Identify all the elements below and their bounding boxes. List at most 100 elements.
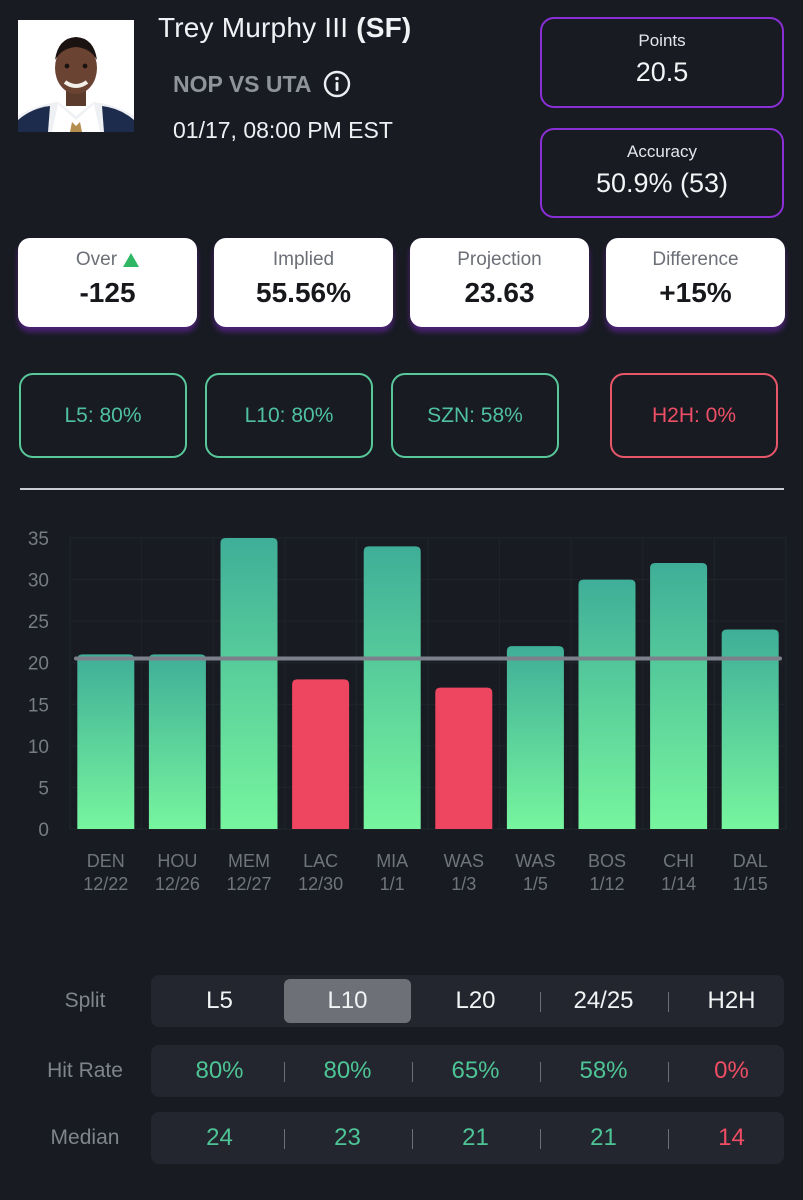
bar-was-6[interactable]: [506, 646, 564, 829]
median-row-label: Median: [50, 1126, 120, 1149]
bar-lac-3[interactable]: [292, 679, 350, 829]
cell-separator: [412, 1062, 413, 1082]
cell-separator: [284, 1062, 285, 1082]
split-row: Split L5 L10 L20 24/25 H2H: [0, 975, 803, 1027]
x-tick-opponent: HOU: [157, 851, 197, 871]
y-tick-label: 5: [38, 778, 49, 799]
y-tick-label: 0: [38, 820, 49, 841]
bar-mia-4[interactable]: [363, 546, 421, 829]
x-tick-date: 1/12: [589, 874, 624, 894]
x-tick-date: 1/1: [380, 874, 405, 894]
hit-rate-row-label: Hit Rate: [47, 1059, 123, 1082]
split-tab-season[interactable]: 24/25: [573, 987, 634, 1014]
projection-value: 23.63: [464, 277, 535, 308]
median-l5: 24: [206, 1124, 233, 1151]
split-separator: [540, 992, 541, 1012]
split-separator: [668, 992, 669, 1012]
bar-hou-1[interactable]: [148, 654, 206, 829]
cell-separator: [284, 1129, 285, 1149]
hit-rate-l20: 65%: [451, 1057, 500, 1084]
x-tick-date: 12/22: [83, 874, 128, 894]
pill-l5[interactable]: L5: 80%: [19, 373, 187, 458]
divider: [20, 488, 784, 490]
projection-card: Projection 23.63: [410, 238, 589, 327]
difference-card: Difference +15%: [606, 238, 785, 327]
bar-was-5[interactable]: [435, 687, 493, 829]
over-label: Over: [75, 249, 118, 270]
x-tick-opponent: MIA: [376, 851, 408, 871]
matchup-text: NOP VS UTA: [173, 70, 312, 97]
cell-separator: [668, 1062, 669, 1082]
player-name-line: Trey Murphy III (SF): [158, 12, 411, 44]
player-position: (SF): [356, 12, 412, 43]
difference-label: Difference: [652, 249, 739, 270]
median-h2h: 14: [718, 1124, 745, 1151]
projection-label: Projection: [457, 249, 542, 270]
implied-value: 55.56%: [256, 277, 351, 308]
hit-rate-l10: 80%: [323, 1057, 372, 1084]
median-season: 21: [590, 1124, 617, 1151]
info-icon[interactable]: [323, 70, 351, 98]
accuracy-label: Accuracy: [627, 142, 697, 161]
median-row-bg: [151, 1112, 784, 1164]
split-tab-h2h[interactable]: H2H: [707, 987, 756, 1014]
x-tick-date: 12/30: [298, 874, 343, 894]
y-tick-label: 10: [28, 737, 49, 758]
hit-rate-h2h: 0%: [714, 1057, 749, 1084]
bar-den-0[interactable]: [77, 654, 135, 829]
split-tab-l5[interactable]: L5: [206, 987, 233, 1014]
pill-h2h[interactable]: H2H: 0%: [610, 373, 778, 458]
points-bar-chart: 0 5 10 15 20 25 30 35 DEN 12/22 HOU 12/26 MEM 12/27 LA…: [28, 529, 787, 894]
x-tick-date: 12/26: [155, 874, 200, 894]
median-l20: 21: [462, 1124, 489, 1151]
bar-dal-9[interactable]: [721, 629, 779, 829]
player-name: Trey Murphy III: [158, 12, 349, 43]
difference-value: +15%: [659, 277, 732, 308]
x-tick-date: 1/15: [733, 874, 768, 894]
x-tick-opponent: WAS: [444, 851, 484, 871]
bar-mem-2[interactable]: [220, 538, 278, 829]
y-tick-label: 25: [28, 612, 49, 633]
pill-l10[interactable]: L10: 80%: [205, 373, 373, 458]
cell-separator: [540, 1062, 541, 1082]
hit-rate-l5: 80%: [195, 1057, 244, 1084]
x-tick-opponent: DEN: [87, 851, 125, 871]
split-row-bg: [151, 975, 784, 1027]
x-tick-date: 1/5: [523, 874, 548, 894]
split-tab-l20[interactable]: L20: [455, 987, 496, 1014]
x-tick-opponent: MEM: [228, 851, 270, 871]
x-tick-opponent: CHI: [663, 851, 694, 871]
accuracy-card: Accuracy 50.9% (53): [540, 128, 784, 218]
bar-bos-7[interactable]: [578, 579, 636, 829]
y-tick-label: 35: [28, 529, 49, 550]
triangle-up-icon: [123, 253, 140, 267]
x-tick-opponent: DAL: [733, 851, 768, 871]
over-card: Over -125: [18, 238, 197, 327]
split-tab-l10[interactable]: L10: [284, 975, 411, 1027]
split-row-label: Split: [64, 989, 106, 1012]
matchup: NOP VS UTA: [173, 70, 351, 98]
points-card: Points 20.5: [540, 17, 784, 108]
y-tick-label: 15: [28, 695, 49, 716]
x-tick-date: 1/3: [451, 874, 476, 894]
x-tick-opponent: LAC: [303, 851, 338, 871]
bar-chi-8[interactable]: [650, 562, 708, 829]
median-l10: 23: [334, 1124, 361, 1151]
pill-szn[interactable]: SZN: 58%: [391, 373, 559, 458]
accuracy-value: 50.9% (53): [595, 168, 729, 198]
cell-separator: [668, 1129, 669, 1149]
over-value: -125: [79, 277, 136, 308]
points-label: Points: [638, 31, 686, 50]
y-tick-label: 30: [28, 571, 49, 592]
game-time: 01/17, 08:00 PM EST: [173, 117, 393, 143]
y-tick-label: 20: [28, 654, 49, 675]
median-row: Median 24 23 21 21 14: [0, 1112, 803, 1164]
x-tick-opponent: BOS: [588, 851, 626, 871]
cell-separator: [540, 1129, 541, 1149]
points-value: 20.5: [635, 57, 689, 87]
hit-rate-row: Hit Rate 80% 80% 65% 58% 0%: [0, 1045, 803, 1097]
hit-rate-season: 58%: [579, 1057, 628, 1084]
cell-separator: [412, 1129, 413, 1149]
player-avatar: [18, 20, 134, 132]
x-tick-date: 12/27: [226, 874, 271, 894]
